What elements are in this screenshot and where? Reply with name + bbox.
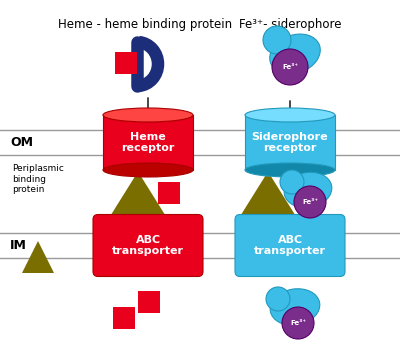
Text: ABC
transporter: ABC transporter bbox=[254, 235, 326, 256]
Polygon shape bbox=[22, 241, 54, 273]
Polygon shape bbox=[240, 172, 296, 216]
FancyBboxPatch shape bbox=[103, 115, 193, 170]
Polygon shape bbox=[110, 172, 166, 216]
Text: Heme - heme binding protein: Heme - heme binding protein bbox=[58, 18, 232, 31]
FancyBboxPatch shape bbox=[245, 115, 335, 170]
Ellipse shape bbox=[103, 108, 193, 122]
Circle shape bbox=[266, 287, 290, 311]
Ellipse shape bbox=[270, 34, 320, 74]
Circle shape bbox=[294, 186, 326, 218]
FancyBboxPatch shape bbox=[93, 215, 203, 276]
Text: Fe³⁺: Fe³⁺ bbox=[282, 64, 298, 70]
Ellipse shape bbox=[245, 108, 335, 122]
Text: OM: OM bbox=[10, 136, 33, 149]
Text: Fe³⁺: Fe³⁺ bbox=[302, 199, 318, 205]
Text: Siderophore
receptor: Siderophore receptor bbox=[252, 132, 328, 153]
FancyBboxPatch shape bbox=[113, 307, 135, 329]
Ellipse shape bbox=[103, 163, 193, 177]
Text: Fe³⁺- siderophore: Fe³⁺- siderophore bbox=[239, 18, 341, 31]
FancyBboxPatch shape bbox=[235, 215, 345, 276]
FancyBboxPatch shape bbox=[115, 52, 137, 74]
Text: IM: IM bbox=[10, 239, 27, 252]
Ellipse shape bbox=[270, 289, 320, 325]
Ellipse shape bbox=[245, 163, 335, 177]
FancyBboxPatch shape bbox=[158, 182, 180, 204]
Ellipse shape bbox=[284, 172, 332, 208]
FancyBboxPatch shape bbox=[138, 291, 160, 313]
Circle shape bbox=[282, 307, 314, 339]
Circle shape bbox=[263, 26, 291, 54]
Circle shape bbox=[280, 170, 304, 194]
Circle shape bbox=[272, 49, 308, 85]
Text: Fe³⁺: Fe³⁺ bbox=[290, 320, 306, 326]
Text: Heme
receptor: Heme receptor bbox=[121, 132, 175, 153]
Text: ABC
transporter: ABC transporter bbox=[112, 235, 184, 256]
Text: Periplasmic
binding
protein: Periplasmic binding protein bbox=[12, 164, 64, 194]
